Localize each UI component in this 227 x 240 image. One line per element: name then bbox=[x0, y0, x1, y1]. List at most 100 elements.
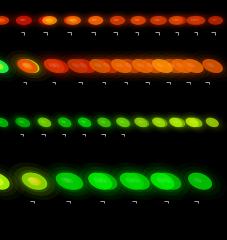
Ellipse shape bbox=[56, 116, 73, 129]
Ellipse shape bbox=[98, 59, 118, 73]
Ellipse shape bbox=[95, 116, 112, 129]
Ellipse shape bbox=[17, 118, 30, 127]
Ellipse shape bbox=[184, 114, 206, 131]
Ellipse shape bbox=[144, 54, 179, 78]
Ellipse shape bbox=[186, 116, 204, 129]
Ellipse shape bbox=[12, 13, 37, 28]
Ellipse shape bbox=[138, 57, 165, 75]
Ellipse shape bbox=[141, 59, 162, 73]
Ellipse shape bbox=[191, 120, 196, 123]
Ellipse shape bbox=[116, 57, 143, 75]
Ellipse shape bbox=[149, 114, 171, 131]
Ellipse shape bbox=[17, 59, 38, 73]
Ellipse shape bbox=[113, 19, 118, 21]
Ellipse shape bbox=[33, 114, 56, 131]
Ellipse shape bbox=[109, 16, 124, 25]
Ellipse shape bbox=[208, 120, 212, 123]
Ellipse shape bbox=[128, 15, 147, 26]
Ellipse shape bbox=[13, 167, 54, 196]
Ellipse shape bbox=[28, 178, 37, 183]
Ellipse shape bbox=[200, 114, 222, 131]
Ellipse shape bbox=[207, 16, 222, 25]
Ellipse shape bbox=[171, 118, 185, 127]
Ellipse shape bbox=[36, 116, 53, 129]
Ellipse shape bbox=[11, 114, 33, 131]
Ellipse shape bbox=[13, 116, 30, 129]
Ellipse shape bbox=[128, 57, 155, 75]
Ellipse shape bbox=[166, 116, 184, 129]
Ellipse shape bbox=[150, 173, 174, 190]
Ellipse shape bbox=[193, 19, 198, 21]
Ellipse shape bbox=[112, 54, 148, 78]
Ellipse shape bbox=[40, 57, 67, 75]
Ellipse shape bbox=[151, 59, 172, 73]
Ellipse shape bbox=[36, 54, 72, 78]
Ellipse shape bbox=[153, 19, 158, 21]
Ellipse shape bbox=[88, 173, 112, 190]
Ellipse shape bbox=[14, 15, 33, 26]
Ellipse shape bbox=[89, 59, 110, 73]
Ellipse shape bbox=[101, 120, 105, 123]
Ellipse shape bbox=[48, 63, 56, 67]
Ellipse shape bbox=[136, 118, 149, 127]
Ellipse shape bbox=[134, 54, 169, 78]
Ellipse shape bbox=[167, 114, 189, 131]
Ellipse shape bbox=[0, 116, 10, 129]
Ellipse shape bbox=[116, 170, 147, 192]
Ellipse shape bbox=[98, 178, 107, 183]
Ellipse shape bbox=[124, 63, 132, 67]
Ellipse shape bbox=[104, 13, 129, 28]
Ellipse shape bbox=[115, 116, 132, 129]
Ellipse shape bbox=[23, 63, 31, 67]
Ellipse shape bbox=[91, 19, 97, 21]
Ellipse shape bbox=[83, 13, 108, 28]
Ellipse shape bbox=[0, 170, 13, 192]
Ellipse shape bbox=[130, 16, 145, 25]
Ellipse shape bbox=[0, 114, 13, 131]
Ellipse shape bbox=[20, 19, 26, 21]
Ellipse shape bbox=[46, 18, 53, 23]
Ellipse shape bbox=[138, 120, 143, 123]
Ellipse shape bbox=[0, 19, 3, 21]
Ellipse shape bbox=[58, 13, 84, 28]
Ellipse shape bbox=[175, 63, 183, 67]
Ellipse shape bbox=[44, 59, 64, 73]
Ellipse shape bbox=[185, 118, 198, 127]
Ellipse shape bbox=[190, 16, 204, 25]
Ellipse shape bbox=[171, 16, 186, 25]
Ellipse shape bbox=[0, 18, 5, 23]
Ellipse shape bbox=[81, 120, 86, 123]
Ellipse shape bbox=[163, 13, 188, 28]
Ellipse shape bbox=[146, 170, 177, 192]
Ellipse shape bbox=[58, 118, 71, 127]
Ellipse shape bbox=[82, 13, 107, 28]
Ellipse shape bbox=[159, 57, 186, 75]
Ellipse shape bbox=[64, 15, 83, 26]
Ellipse shape bbox=[187, 15, 207, 26]
Ellipse shape bbox=[0, 59, 9, 73]
Ellipse shape bbox=[162, 178, 171, 183]
Ellipse shape bbox=[152, 116, 169, 129]
Ellipse shape bbox=[112, 114, 135, 131]
Ellipse shape bbox=[179, 167, 220, 196]
Ellipse shape bbox=[148, 57, 175, 75]
Ellipse shape bbox=[0, 16, 9, 25]
Ellipse shape bbox=[98, 118, 111, 127]
Ellipse shape bbox=[148, 167, 189, 196]
Ellipse shape bbox=[131, 178, 139, 183]
Ellipse shape bbox=[40, 15, 59, 26]
Ellipse shape bbox=[15, 167, 55, 196]
Ellipse shape bbox=[184, 13, 210, 28]
Ellipse shape bbox=[117, 167, 158, 196]
Ellipse shape bbox=[90, 54, 126, 78]
Ellipse shape bbox=[85, 15, 104, 26]
Ellipse shape bbox=[66, 16, 81, 25]
Ellipse shape bbox=[86, 15, 105, 26]
Ellipse shape bbox=[141, 167, 182, 196]
Ellipse shape bbox=[39, 16, 53, 25]
Ellipse shape bbox=[144, 13, 169, 28]
Ellipse shape bbox=[20, 120, 25, 123]
Ellipse shape bbox=[74, 59, 95, 73]
Ellipse shape bbox=[64, 57, 91, 75]
Ellipse shape bbox=[198, 57, 225, 75]
